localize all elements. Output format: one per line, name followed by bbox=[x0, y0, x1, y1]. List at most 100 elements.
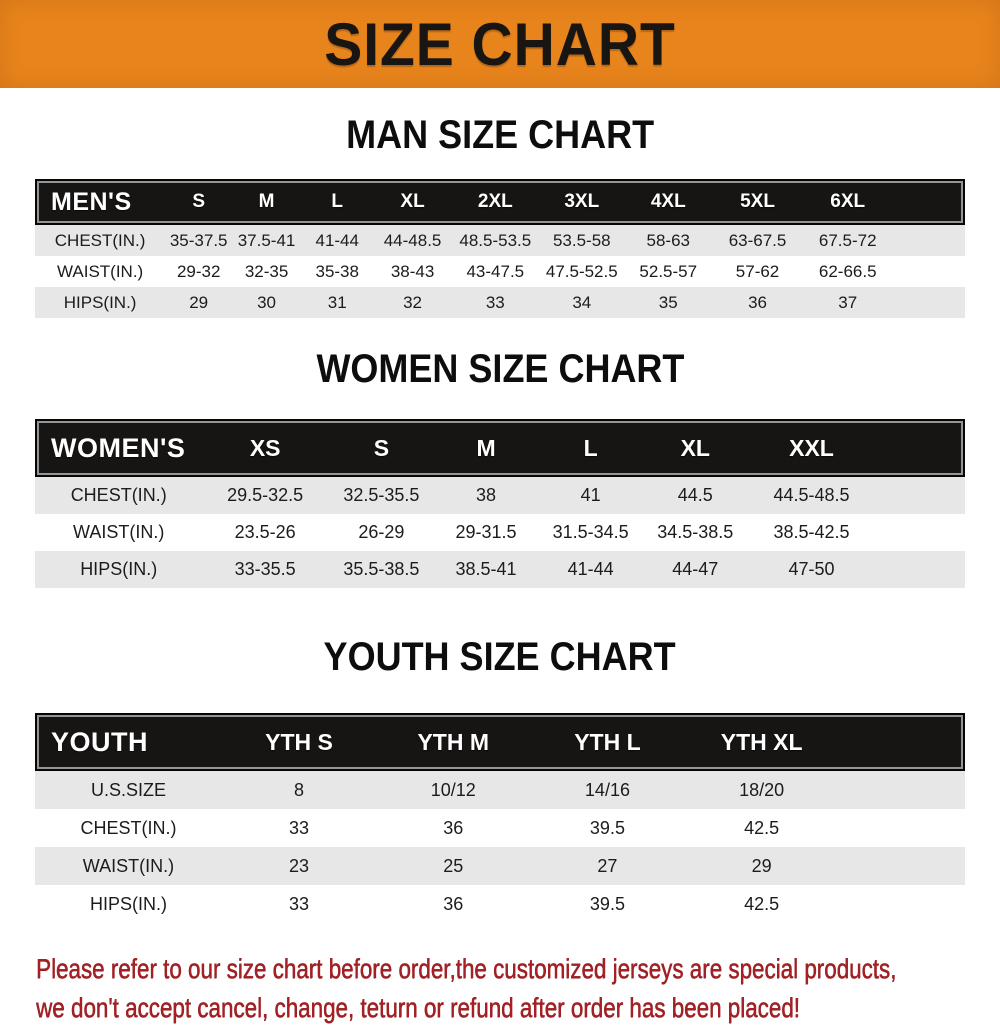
size-value-cell: 32-35 bbox=[244, 261, 289, 281]
size-value-cell: 42.5 bbox=[744, 817, 780, 838]
men-section-title: MAN SIZE CHART bbox=[346, 113, 654, 157]
table-header-row: WOMEN'S XS S M L XL XXL bbox=[35, 419, 965, 477]
size-value-cell: 62-66.5 bbox=[818, 261, 877, 281]
size-value-cell: 8 bbox=[294, 779, 305, 800]
table-row: CHEST(IN.) 33 36 39.5 42.5 bbox=[35, 809, 965, 847]
size-column-header: XXL bbox=[746, 419, 877, 477]
group-label: WOMEN'S bbox=[35, 419, 203, 477]
size-column-header: S bbox=[327, 419, 435, 477]
size-value-cell: 35-37.5 bbox=[169, 230, 228, 250]
size-column-header: XS bbox=[202, 419, 328, 477]
size-column-header: M bbox=[232, 179, 301, 225]
size-value-cell: 38 bbox=[476, 485, 497, 505]
size-column-header: YTH XL bbox=[684, 713, 839, 771]
size-column-header: 4XL bbox=[624, 179, 712, 225]
size-value-cell: 33 bbox=[485, 292, 505, 312]
size-column-header: 3XL bbox=[539, 179, 625, 225]
size-value-cell: 33 bbox=[289, 893, 310, 914]
table-row: HIPS(IN.) 29 30 31 32 33 34 35 36 37 bbox=[35, 287, 965, 318]
row-label: HIPS(IN.) bbox=[63, 292, 137, 312]
order-disclaimer: Please refer to our size chart before or… bbox=[36, 949, 1000, 1027]
row-label: WAIST(IN.) bbox=[56, 261, 144, 281]
row-label: WAIST(IN.) bbox=[73, 522, 165, 542]
size-chart-banner: SIZE CHART bbox=[0, 0, 1000, 88]
table-row: HIPS(IN.) 33 36 39.5 42.5 bbox=[35, 885, 965, 923]
row-filler bbox=[839, 847, 965, 885]
size-value-cell: 35 bbox=[658, 292, 678, 312]
table-header-row: YOUTH YTH S YTH M YTH L YTH XL bbox=[35, 713, 965, 771]
row-filler bbox=[839, 885, 965, 923]
size-value-cell: 34.5-38.5 bbox=[657, 522, 734, 542]
size-value-cell: 44-47 bbox=[672, 559, 719, 579]
row-filler bbox=[839, 809, 965, 847]
size-column-header: YTH L bbox=[530, 713, 685, 771]
size-column-header: L bbox=[537, 419, 645, 477]
size-value-cell: 25 bbox=[443, 855, 464, 876]
row-filler bbox=[877, 551, 965, 588]
size-value-cell: 39.5 bbox=[589, 893, 625, 914]
row-label: CHEST(IN.) bbox=[80, 817, 177, 838]
size-value-cell: 44.5 bbox=[677, 485, 713, 505]
size-value-cell: 34 bbox=[572, 292, 592, 312]
size-value-cell: 23 bbox=[289, 855, 310, 876]
size-value-cell: 63-67.5 bbox=[728, 230, 787, 250]
size-value-cell: 29-32 bbox=[176, 261, 221, 281]
size-value-cell: 14/16 bbox=[584, 779, 630, 800]
table-row: CHEST(IN.) 29.5-32.5 32.5-35.5 38 41 44.5 44.5… bbox=[35, 477, 965, 514]
size-value-cell: 10/12 bbox=[430, 779, 476, 800]
size-value-cell: 18/20 bbox=[739, 779, 785, 800]
row-label: HIPS(IN.) bbox=[80, 559, 158, 579]
size-column-header: 6XL bbox=[803, 179, 893, 225]
size-value-cell: 36 bbox=[748, 292, 767, 312]
size-value-cell: 35.5-38.5 bbox=[343, 559, 420, 579]
men-size-table: MEN'S S M L XL 2XL 3XL 4XL 5XL 6XL CHEST(IN.) 35-37… bbox=[35, 179, 965, 318]
table-row: WAIST(IN.) 29-32 32-35 35-38 38-43 43-47.5 47.… bbox=[35, 256, 965, 287]
row-filler bbox=[892, 287, 965, 318]
size-value-cell: 30 bbox=[257, 292, 277, 312]
size-value-cell: 26-29 bbox=[358, 522, 405, 542]
size-value-cell: 29 bbox=[189, 292, 209, 312]
table-row: HIPS(IN.) 33-35.5 35.5-38.5 38.5-41 41-44 44-… bbox=[35, 551, 965, 588]
row-label: CHEST(IN.) bbox=[70, 485, 167, 505]
size-value-cell: 29 bbox=[751, 855, 772, 876]
youth-size-table-wrap: YOUTH YTH S YTH M YTH L YTH XL U.S.SIZE 8 10/12… bbox=[35, 713, 965, 923]
size-value-cell: 58-63 bbox=[646, 230, 690, 250]
men-size-table-wrap: MEN'S S M L XL 2XL 3XL 4XL 5XL 6XL CHEST(IN.) 35-37… bbox=[35, 179, 965, 318]
youth-section-title-container: YOUTH SIZE CHART bbox=[0, 636, 1000, 687]
size-value-cell: 39.5 bbox=[589, 817, 625, 838]
size-value-cell: 32.5-35.5 bbox=[343, 485, 420, 505]
row-label: WAIST(IN.) bbox=[82, 855, 175, 876]
row-filler bbox=[877, 514, 965, 551]
table-row: U.S.SIZE 8 10/12 14/16 18/20 bbox=[35, 771, 965, 809]
size-value-cell: 48.5-53.5 bbox=[459, 230, 532, 250]
size-value-cell: 37 bbox=[838, 292, 858, 312]
disclaimer-line-2: we don't accept cancel, change, teturn o… bbox=[36, 992, 800, 1023]
size-value-cell: 47-50 bbox=[788, 559, 835, 579]
size-value-cell: 37.5-41 bbox=[237, 230, 296, 250]
order-disclaimer-text: Please refer to our size chart before or… bbox=[36, 949, 1000, 1027]
table-row: CHEST(IN.) 35-37.5 37.5-41 41-44 44-48.5 48.5… bbox=[35, 225, 965, 256]
size-value-cell: 35-38 bbox=[315, 261, 359, 281]
table-header-row: MEN'S S M L XL 2XL 3XL 4XL 5XL 6XL bbox=[35, 179, 965, 225]
women-section-title-container: WOMEN SIZE CHART bbox=[0, 348, 1000, 399]
header-filler bbox=[838, 713, 965, 771]
size-value-cell: 31.5-34.5 bbox=[552, 522, 629, 542]
size-value-cell: 43-47.5 bbox=[466, 261, 525, 281]
size-value-cell: 36 bbox=[443, 817, 464, 838]
row-filler bbox=[877, 477, 965, 514]
size-column-header: YTH M bbox=[376, 713, 531, 771]
youth-size-table: YOUTH YTH S YTH M YTH L YTH XL U.S.SIZE 8 10/12… bbox=[35, 713, 965, 923]
women-section-title: WOMEN SIZE CHART bbox=[316, 347, 684, 391]
size-value-cell: 41 bbox=[580, 485, 601, 505]
disclaimer-line-1: Please refer to our size chart before or… bbox=[36, 953, 897, 984]
size-column-header: XL bbox=[373, 179, 452, 225]
size-value-cell: 33 bbox=[289, 817, 310, 838]
size-value-cell: 29-31.5 bbox=[455, 522, 517, 542]
table-row: WAIST(IN.) 23.5-26 26-29 29-31.5 31.5-34.5 34… bbox=[35, 514, 965, 551]
size-value-cell: 47.5-52.5 bbox=[545, 261, 618, 281]
size-value-cell: 57-62 bbox=[735, 261, 780, 281]
group-label: MEN'S bbox=[35, 179, 166, 225]
size-value-cell: 36 bbox=[443, 893, 464, 914]
size-value-cell: 27 bbox=[597, 855, 618, 876]
size-value-cell: 53.5-58 bbox=[552, 230, 611, 250]
